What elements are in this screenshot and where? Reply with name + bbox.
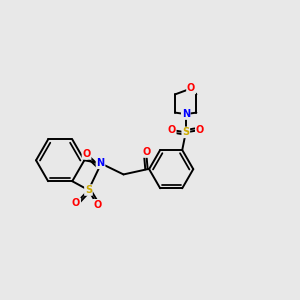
Text: S: S [182, 127, 189, 137]
Text: N: N [97, 158, 105, 168]
Text: O: O [93, 200, 101, 210]
Text: O: O [187, 83, 195, 94]
Text: O: O [72, 198, 80, 208]
Text: O: O [167, 125, 176, 135]
Text: O: O [196, 125, 204, 135]
Text: O: O [82, 149, 91, 159]
Text: S: S [85, 185, 92, 195]
Text: O: O [142, 147, 150, 157]
Text: N: N [182, 109, 190, 119]
